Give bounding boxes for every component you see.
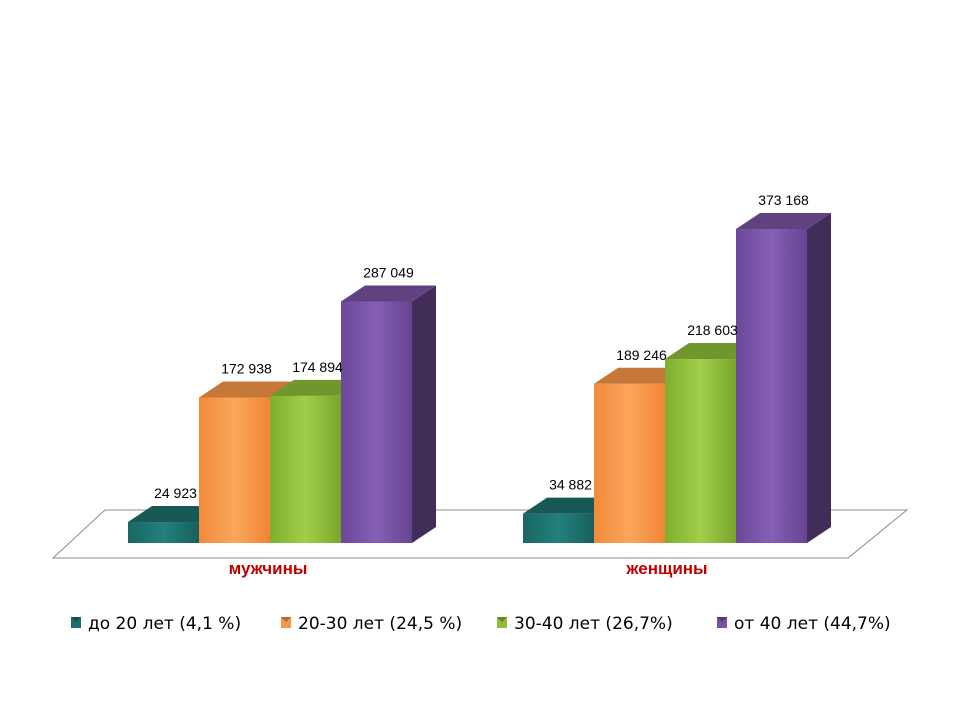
legend-item-2: 20-30 лет (24,5 %) [281,614,462,634]
legend-marker-icon [281,617,291,628]
legend-label: до 20 лет (4,1 %) [88,614,241,634]
bar-мужчины-4 [341,285,436,543]
legend-item-1: до 20 лет (4,1 %) [71,614,241,634]
bar-женщины-4 [736,213,831,543]
data-label-мужчины-4: 287 049 [363,264,414,280]
data-label-женщины-3: 218 603 [687,322,738,338]
category-label-2: женщины [625,559,707,578]
legend-marker-icon [717,617,727,628]
legend-label: от 40 лет (44,7%) [734,614,891,634]
data-label-женщины-4: 373 168 [758,192,809,208]
data-label-мужчины-1: 24 923 [154,485,197,501]
legend-item-3: 30-40 лет (26,7%) [497,614,673,634]
legend-marker-icon [497,617,507,628]
category-label-1: мужчины [229,559,308,578]
legend-label: 20-30 лет (24,5 %) [298,614,462,634]
data-label-женщины-1: 34 882 [549,477,592,493]
data-label-мужчины-3: 174 894 [292,359,343,375]
legend-label: 30-40 лет (26,7%) [514,614,673,634]
legend-item-4: от 40 лет (44,7%) [717,614,891,634]
data-label-женщины-2: 189 246 [616,347,667,363]
legend-marker-icon [71,617,81,628]
data-label-мужчины-2: 172 938 [221,360,272,376]
